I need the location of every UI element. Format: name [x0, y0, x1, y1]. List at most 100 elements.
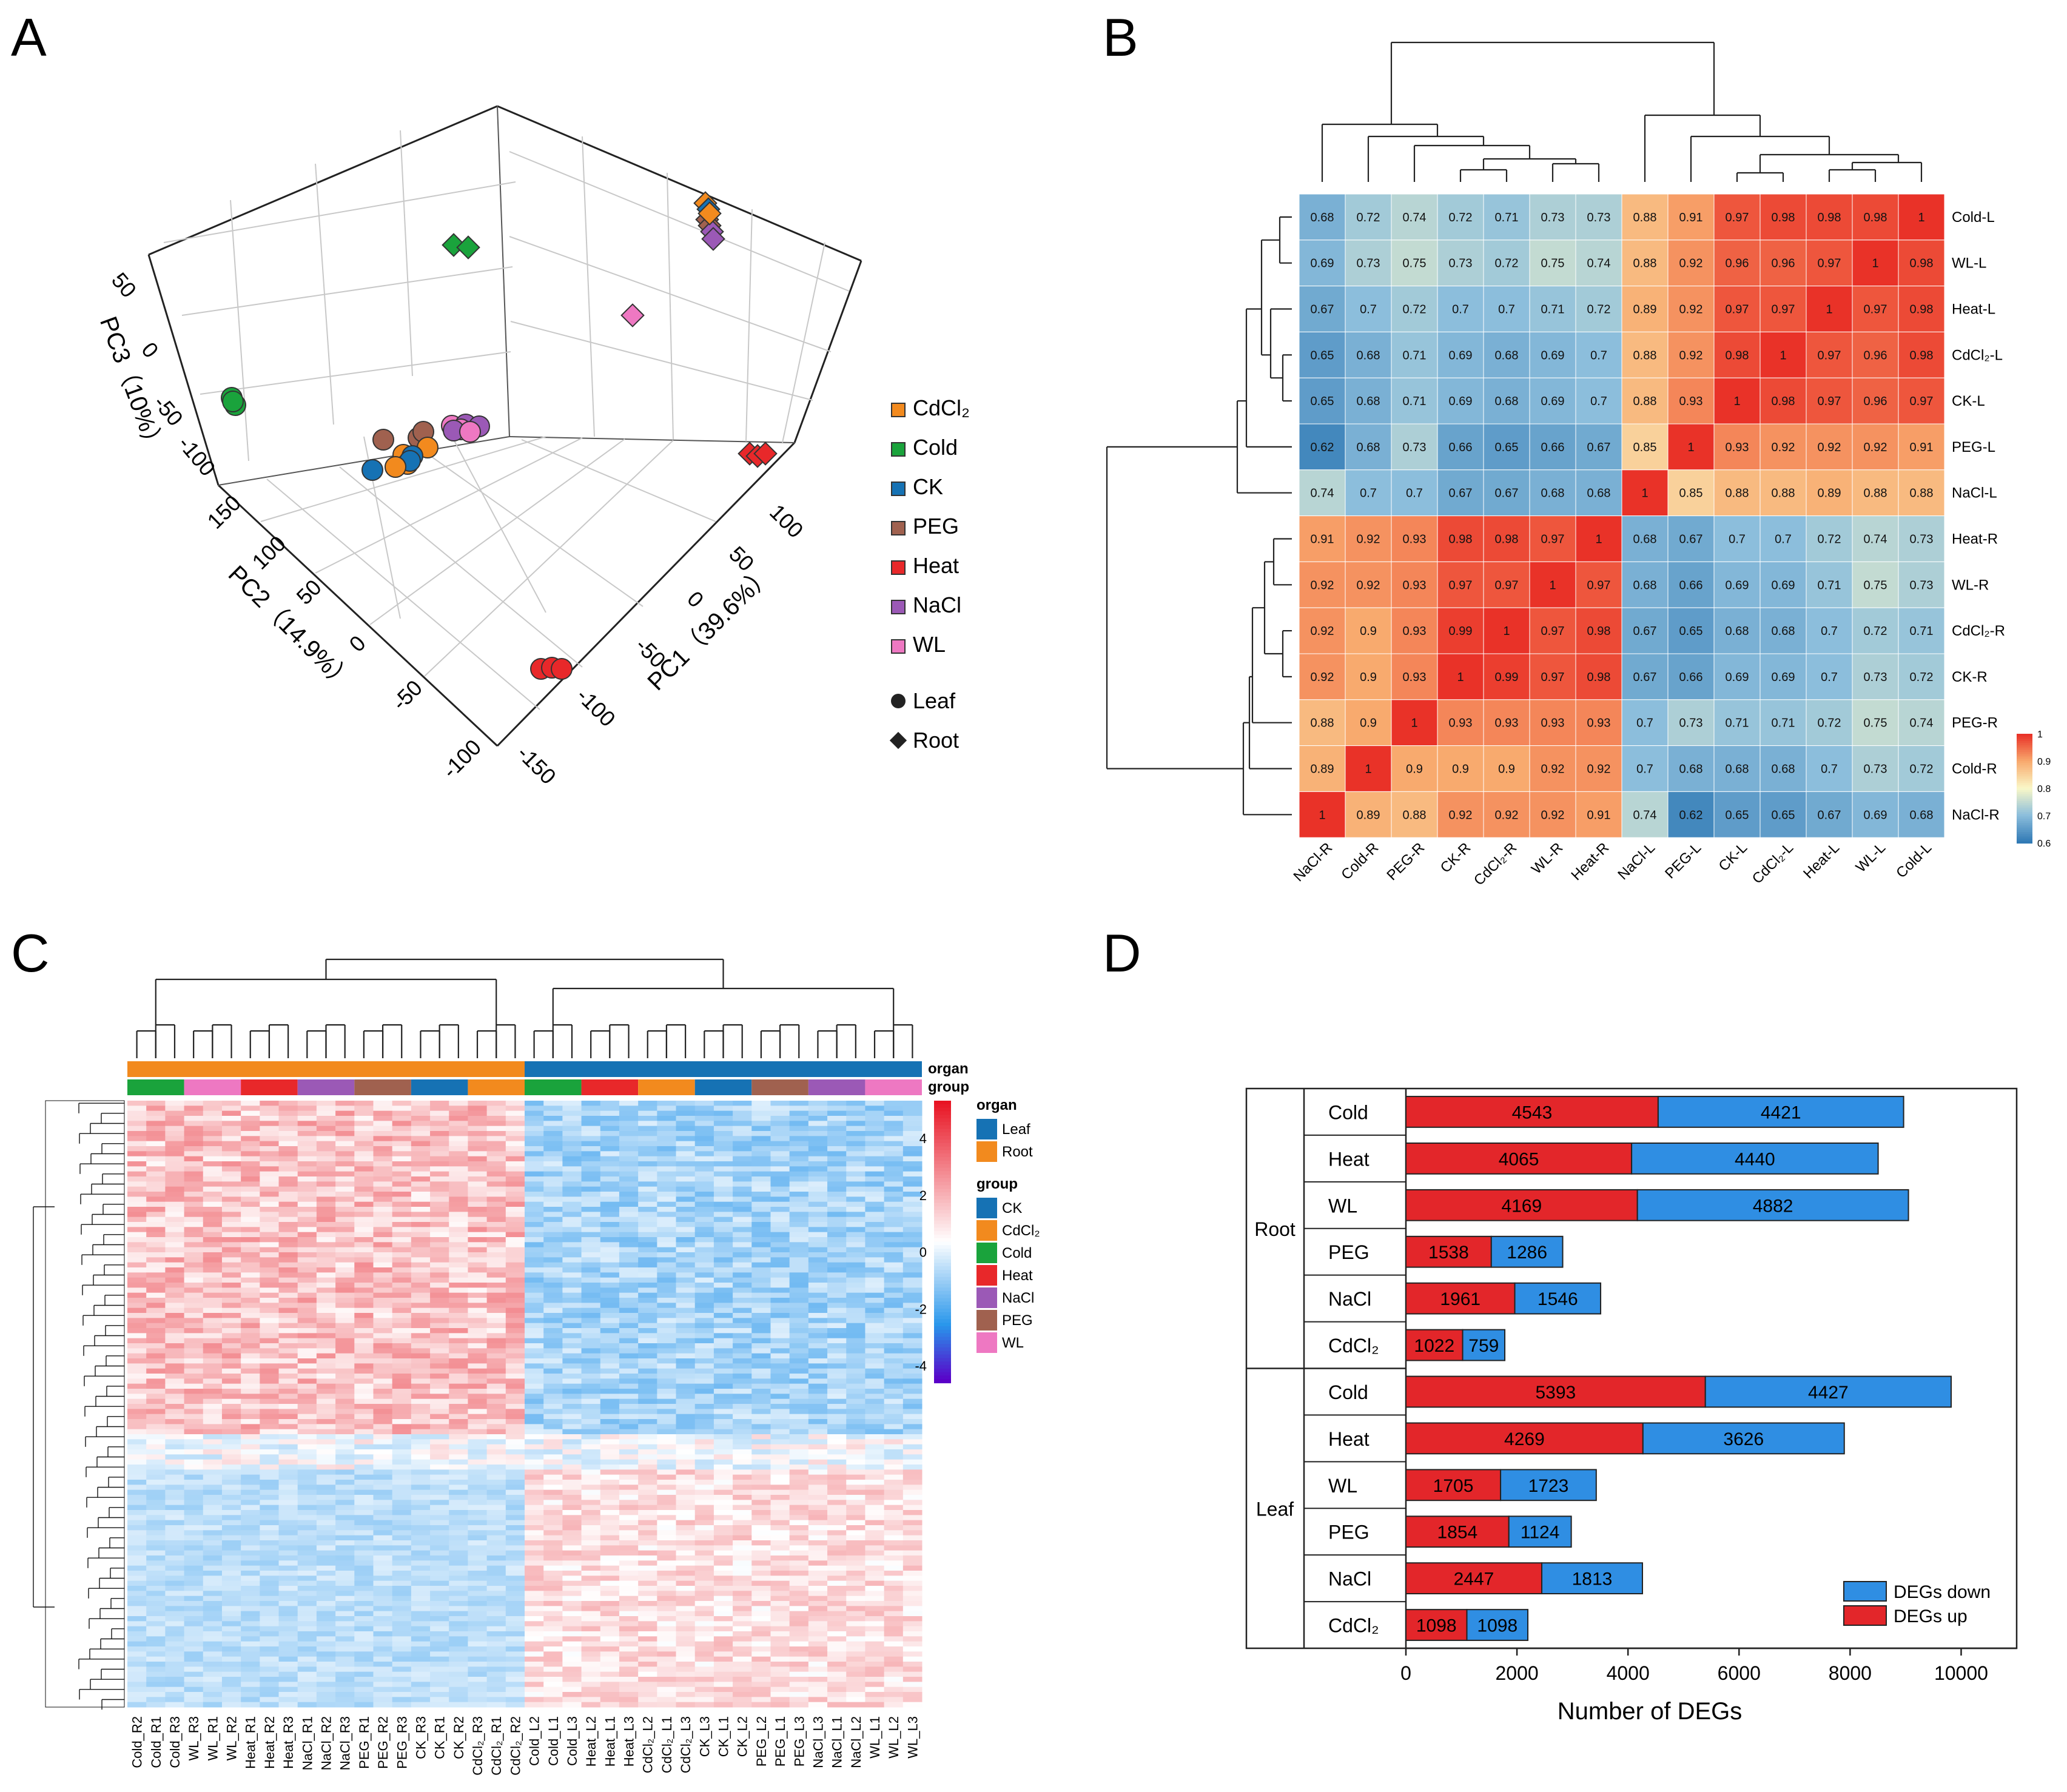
expression-cell: [770, 1358, 790, 1364]
expression-cell: [241, 1277, 260, 1283]
expression-cell: [165, 1525, 185, 1531]
expression-cell: [865, 1500, 885, 1506]
expression-cell: [449, 1398, 468, 1404]
expression-cell: [846, 1510, 865, 1515]
corr-cell-value: 0.69: [1449, 349, 1473, 362]
expression-cell: [221, 1242, 241, 1248]
expression-cell: [411, 1192, 431, 1197]
expression-cell: [846, 1353, 865, 1359]
expression-cell: [884, 1348, 904, 1354]
expression-cell: [411, 1181, 431, 1187]
expression-cell: [657, 1216, 677, 1223]
corr-cell: [1345, 423, 1392, 471]
expression-cell: [165, 1222, 185, 1227]
expression-cell: [165, 1101, 185, 1106]
expression-cell: [203, 1333, 223, 1339]
expression-cell: [581, 1545, 601, 1551]
expression-cell: [694, 1449, 714, 1455]
corr-column-label: CdCl₂-L: [1749, 839, 1796, 887]
expression-cell: [505, 1439, 525, 1445]
expression-cell: [638, 1131, 657, 1136]
expression-cell: [827, 1146, 847, 1152]
expression-cell: [505, 1378, 525, 1384]
expression-cell: [827, 1520, 847, 1526]
expression-cell: [430, 1338, 449, 1344]
expression-cell: [789, 1171, 809, 1177]
expression-cell: [449, 1171, 468, 1177]
expression-cell: [316, 1237, 336, 1243]
expression-cell: [525, 1237, 544, 1243]
pca-point-root-nacl: [701, 227, 725, 251]
expression-cell: [354, 1222, 374, 1227]
expression-cell: [884, 1378, 904, 1384]
corr-cell: [1575, 699, 1622, 747]
expression-cell: [902, 1333, 923, 1339]
expression-cell: [733, 1333, 752, 1339]
expression-cell: [335, 1474, 355, 1480]
corr-cell-value: 0.71: [1910, 625, 1934, 638]
expression-cell: [713, 1176, 733, 1182]
expression-cell: [354, 1146, 374, 1152]
expression-cell: [751, 1378, 771, 1384]
expression-cell: [619, 1520, 639, 1526]
expression-cell: [751, 1176, 771, 1182]
expression-cell: [203, 1348, 223, 1354]
expression-cell: [543, 1181, 563, 1187]
expression-cell: [562, 1378, 582, 1384]
expression-cell: [562, 1525, 582, 1531]
expression-cell: [525, 1515, 544, 1521]
expression-cell: [619, 1247, 639, 1253]
expression-cell: [221, 1545, 241, 1551]
expression-cell: [316, 1389, 336, 1394]
expression-cell: [316, 1550, 336, 1556]
expression-cell: [770, 1201, 790, 1207]
expression-cell: [751, 1110, 771, 1116]
expression-cell: [468, 1363, 488, 1369]
expression-cell: [865, 1222, 885, 1227]
expression-cell: [902, 1520, 923, 1526]
expression-cell: [865, 1429, 885, 1435]
expression-cell: [713, 1227, 733, 1233]
expression-cell: [373, 1176, 393, 1182]
expression-cell: [657, 1505, 677, 1511]
expression-cell: [335, 1540, 355, 1546]
expression-cell: [505, 1207, 525, 1212]
expression-cell: [165, 1343, 185, 1349]
expression-cell: [430, 1505, 449, 1511]
corr-cell-value: 0.74: [1633, 808, 1657, 822]
corr-cell-value: 0.72: [1910, 671, 1934, 684]
expression-cell: [411, 1201, 431, 1207]
corr-row-label: NaCl-R: [1952, 807, 2000, 823]
expression-cell: [203, 1136, 223, 1142]
expression-cell: [808, 1404, 828, 1409]
expression-cell: [486, 1454, 506, 1460]
expression-cell: [430, 1495, 449, 1500]
expression-cell: [297, 1252, 317, 1258]
expression-cell: [751, 1222, 771, 1227]
expression-cell: [203, 1313, 223, 1318]
expression-cell: [770, 1196, 790, 1203]
expression-cell: [770, 1207, 790, 1212]
expression-cell: [335, 1495, 355, 1500]
expression-cell: [600, 1353, 620, 1359]
corr-cell: [1806, 423, 1853, 471]
expression-cell: [411, 1338, 431, 1344]
expression-cell: [260, 1121, 280, 1127]
scale-tick-label: 0.8: [2037, 784, 2051, 794]
expression-cell: [770, 1323, 790, 1329]
expression-cell: [184, 1110, 204, 1116]
expression-cell: [449, 1576, 468, 1582]
expression-cell: [694, 1409, 714, 1415]
expression-cell: [694, 1378, 714, 1384]
expression-cell: [902, 1338, 923, 1344]
corr-cell: [1391, 193, 1438, 241]
expression-cell: [468, 1247, 488, 1253]
expression-cell: [468, 1156, 488, 1162]
expression-cell: [184, 1383, 204, 1389]
expression-cell: [221, 1298, 241, 1303]
expression-cell: [902, 1389, 923, 1394]
expression-cell: [713, 1292, 733, 1298]
expression-cell: [468, 1389, 488, 1394]
corr-cell: [1898, 653, 1945, 700]
expression-cell: [694, 1222, 714, 1227]
